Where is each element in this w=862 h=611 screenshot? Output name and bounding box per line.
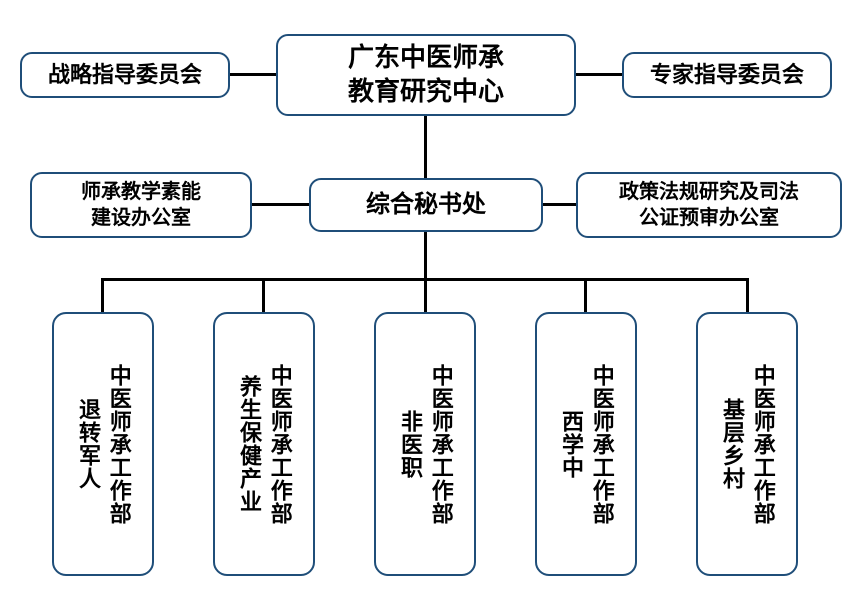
node-mid-right: 政策法规研究及司法 公证预审办公室 [576,172,842,238]
node-top-right: 专家指导委员会 [622,52,832,98]
edge-mid-to-bus [424,232,427,278]
label-top-center-l2: 教育研究中心 [348,76,504,106]
dept-4-col1: 中医师承工作部 [586,364,617,525]
node-dept-2: 中医师承工作部 养生保健产业 [213,312,315,576]
edge-mid-right [543,203,576,206]
dept-3-col1: 中医师承工作部 [425,364,456,525]
dept-5-col1: 中医师承工作部 [747,364,778,525]
edge-top-left [230,73,276,76]
label-mid-left-l2: 建设办公室 [91,207,191,229]
label-top-center: 广东中医师承 教育研究中心 [348,41,504,109]
node-dept-1: 中医师承工作部 退转军人 [52,312,154,576]
node-dept-3: 中医师承工作部 非医职 [374,312,476,576]
dept-4-col2: 西学中 [555,410,586,479]
node-dept-5: 中医师承工作部 基层乡村 [696,312,798,576]
label-mid-center: 综合秘书处 [366,189,486,220]
dept-1-col1: 中医师承工作部 [103,364,134,525]
dept-2-col2: 养生保健产业 [233,375,264,513]
label-top-right: 专家指导委员会 [650,61,804,90]
node-top-center: 广东中医师承 教育研究中心 [276,34,576,116]
dept-3-col2: 非医职 [394,410,425,479]
node-mid-left: 师承教学素能 建设办公室 [30,172,252,238]
edge-top-to-mid [424,116,427,178]
dept-1-col2: 退转军人 [72,398,103,490]
label-mid-right-l1: 政策法规研究及司法 [619,181,799,203]
edge-drop-3 [424,278,427,312]
label-top-center-l1: 广东中医师承 [348,42,504,72]
dept-2-col1: 中医师承工作部 [264,364,295,525]
label-mid-left: 师承教学素能 建设办公室 [81,179,201,231]
edge-drop-2 [262,278,265,312]
label-mid-right: 政策法规研究及司法 公证预审办公室 [619,179,799,231]
edge-drop-4 [584,278,587,312]
edge-drop-1 [101,278,104,312]
edge-top-right [576,73,622,76]
label-mid-right-l2: 公证预审办公室 [639,207,779,229]
dept-5-col2: 基层乡村 [716,398,747,490]
edge-mid-left [252,203,309,206]
label-mid-left-l1: 师承教学素能 [81,181,201,203]
edge-drop-5 [746,278,749,312]
node-top-left: 战略指导委员会 [20,52,230,98]
node-mid-center: 综合秘书处 [309,178,543,232]
node-dept-4: 中医师承工作部 西学中 [535,312,637,576]
label-top-left: 战略指导委员会 [48,61,202,90]
